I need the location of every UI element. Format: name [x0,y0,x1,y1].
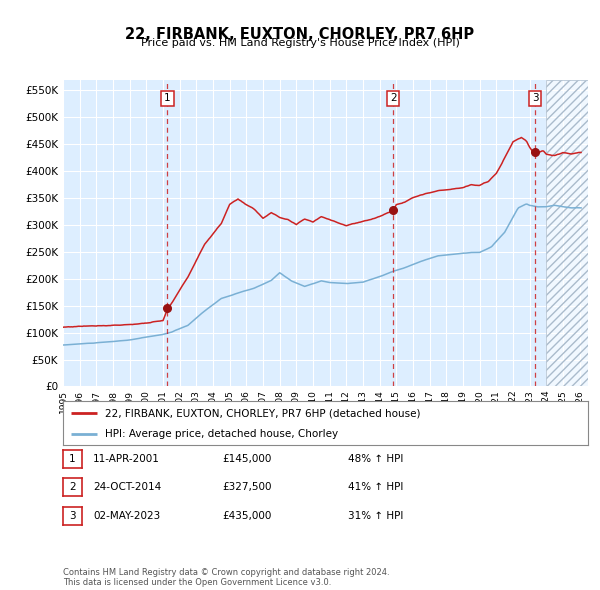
Text: 2: 2 [69,483,76,492]
Text: 2004: 2004 [209,390,218,412]
Text: 2020: 2020 [475,390,484,412]
Text: 2009: 2009 [292,390,301,413]
Text: 2001: 2001 [158,390,167,413]
Text: £327,500: £327,500 [222,483,271,492]
Text: 2026: 2026 [575,390,584,412]
Text: 48% ↑ HPI: 48% ↑ HPI [348,454,403,464]
Text: 3: 3 [69,511,76,520]
Text: 3: 3 [532,93,538,103]
Text: 2021: 2021 [492,390,501,412]
Text: 1: 1 [164,93,171,103]
Bar [547,80,588,386]
Text: 2008: 2008 [275,390,284,413]
Text: 2010: 2010 [308,390,317,413]
Text: 31% ↑ HPI: 31% ↑ HPI [348,511,403,520]
Text: 2018: 2018 [442,390,451,413]
Text: 24-OCT-2014: 24-OCT-2014 [93,483,161,492]
Text: 2007: 2007 [259,390,268,413]
Text: 2024: 2024 [542,390,551,412]
Text: Contains HM Land Registry data © Crown copyright and database right 2024.
This d: Contains HM Land Registry data © Crown c… [63,568,389,587]
Text: 1996: 1996 [75,390,84,413]
Text: 2003: 2003 [192,390,201,413]
Bar [547,80,588,386]
Text: 1997: 1997 [92,390,101,413]
Text: 22, FIRBANK, EUXTON, CHORLEY, PR7 6HP (detached house): 22, FIRBANK, EUXTON, CHORLEY, PR7 6HP (d… [105,408,421,418]
Text: 41% ↑ HPI: 41% ↑ HPI [348,483,403,492]
Text: 1995: 1995 [59,390,67,413]
Text: 2011: 2011 [325,390,334,413]
Text: 02-MAY-2023: 02-MAY-2023 [93,511,160,520]
Text: 2022: 2022 [509,390,517,412]
Text: 2017: 2017 [425,390,434,413]
Text: 2000: 2000 [142,390,151,413]
Text: £145,000: £145,000 [222,454,271,464]
Text: HPI: Average price, detached house, Chorley: HPI: Average price, detached house, Chor… [105,428,338,438]
Text: 2014: 2014 [375,390,384,412]
Text: 2: 2 [390,93,397,103]
Text: 2019: 2019 [458,390,467,413]
Text: 2012: 2012 [342,390,351,412]
Text: £435,000: £435,000 [222,511,271,520]
Text: Price paid vs. HM Land Registry's House Price Index (HPI): Price paid vs. HM Land Registry's House … [140,38,460,48]
Text: 2023: 2023 [525,390,534,412]
Text: 2016: 2016 [409,390,418,413]
Text: 22, FIRBANK, EUXTON, CHORLEY, PR7 6HP: 22, FIRBANK, EUXTON, CHORLEY, PR7 6HP [125,27,475,41]
Text: 2005: 2005 [225,390,234,413]
Text: 1999: 1999 [125,390,134,413]
Text: 1: 1 [69,454,76,464]
Text: 2006: 2006 [242,390,251,413]
Text: 2002: 2002 [175,390,184,412]
Text: 2013: 2013 [359,390,367,413]
Text: 2025: 2025 [559,390,568,412]
Text: 1998: 1998 [109,390,118,413]
Text: 11-APR-2001: 11-APR-2001 [93,454,160,464]
Text: 2015: 2015 [392,390,401,413]
